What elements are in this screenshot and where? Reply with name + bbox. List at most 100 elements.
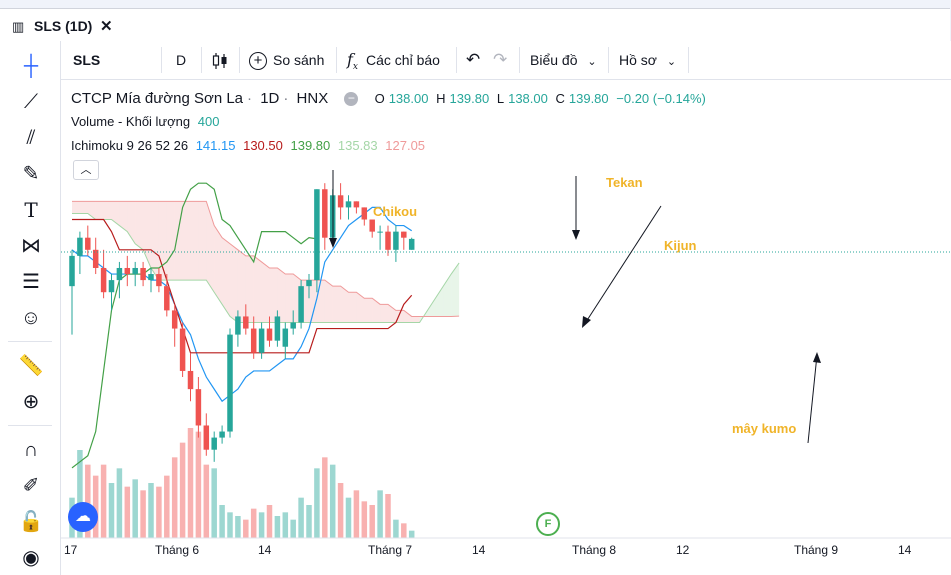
candle-body bbox=[92, 249, 99, 268]
kumo-annotation: mây kumo bbox=[732, 421, 797, 436]
ruler-icon[interactable]: 📏 bbox=[18, 355, 44, 377]
volume-bar bbox=[337, 483, 344, 538]
kumo-segment bbox=[411, 316, 420, 323]
magnet-icon[interactable]: ∩ bbox=[23, 439, 39, 461]
volume-bar bbox=[164, 475, 170, 538]
symbol-name: CTCP Mía đường Sơn La bbox=[71, 90, 244, 107]
span-a-value: 135.83 bbox=[337, 138, 378, 153]
candle-body bbox=[274, 316, 281, 341]
kumo-segment bbox=[332, 286, 341, 323]
kumo-segment bbox=[403, 310, 412, 323]
volume-bar bbox=[258, 512, 265, 538]
zoom-in-icon[interactable]: ⊕ bbox=[22, 391, 40, 413]
open-label: O bbox=[374, 91, 385, 106]
fib-icon[interactable]: ⫽ bbox=[26, 127, 36, 149]
volume-bar bbox=[124, 486, 131, 538]
close-label: C bbox=[555, 91, 565, 106]
chart-tab[interactable]: ▥ SLS (1D) ✕ bbox=[0, 8, 950, 42]
arrowhead bbox=[813, 352, 821, 363]
volume-bar bbox=[179, 442, 186, 538]
volume-bar bbox=[314, 468, 320, 538]
kumo-segment bbox=[135, 201, 144, 250]
kumo-segment bbox=[427, 298, 436, 317]
redo-icon[interactable]: ↷ bbox=[493, 50, 508, 69]
candle-body bbox=[85, 237, 91, 250]
candle-body bbox=[290, 322, 296, 329]
volume-bar bbox=[345, 497, 352, 538]
candle-body bbox=[298, 286, 304, 323]
toolbar-divider bbox=[336, 47, 337, 73]
volume-bar bbox=[156, 486, 162, 538]
candle-body bbox=[345, 201, 352, 208]
symbol-legend: CTCP Mía đường Sơn La · 1D · HNX − O 138.00… bbox=[71, 90, 706, 107]
profile-menu-button[interactable]: Hồ sơ ⌄ bbox=[619, 41, 676, 79]
candle-style-button[interactable] bbox=[211, 41, 229, 79]
text-icon[interactable]: T bbox=[24, 198, 38, 222]
lock-pencil-icon[interactable]: ✐ bbox=[22, 475, 40, 497]
tenkan-line bbox=[71, 206, 413, 403]
volume-bar bbox=[282, 512, 289, 538]
eye-icon[interactable]: ◉ bbox=[22, 547, 40, 569]
kumo-cloud bbox=[72, 200, 460, 323]
interval-button[interactable]: D bbox=[176, 52, 187, 68]
candle-body bbox=[148, 274, 154, 281]
tab-title: SLS (1D) bbox=[34, 18, 93, 34]
drawing-toolbar: ┼ ⟋ ⫽ ✎ T ⋈ ☰ ☺ 📏 ⊕ ∩ ✐ 🔓 ◉ bbox=[0, 41, 61, 575]
plus-circle-icon: + bbox=[249, 52, 267, 71]
lock-icon[interactable]: 🔓 bbox=[18, 511, 44, 533]
arrowhead bbox=[572, 230, 580, 240]
brush-icon[interactable]: ✎ bbox=[22, 163, 40, 185]
symbol-search-button[interactable]: SLS bbox=[73, 52, 101, 68]
toolbar-divider bbox=[608, 47, 609, 73]
compare-button[interactable]: + So sánh bbox=[249, 41, 324, 79]
toolbar-divider bbox=[519, 47, 520, 73]
kumo-segment bbox=[79, 201, 88, 214]
minus-icon[interactable]: − bbox=[344, 92, 359, 107]
kumo-segment bbox=[277, 267, 286, 323]
candle-body bbox=[266, 328, 273, 341]
x-tick-label: 12 bbox=[676, 543, 690, 557]
close-icon[interactable]: ✕ bbox=[100, 18, 113, 35]
kumo-segment bbox=[151, 201, 159, 281]
kumo-segment bbox=[261, 261, 270, 323]
collapse-legend-button[interactable]: ︿ bbox=[73, 160, 99, 180]
arrowhead bbox=[582, 316, 591, 328]
candle-body bbox=[282, 328, 289, 347]
crosshair-icon[interactable]: ┼ bbox=[23, 55, 39, 77]
pattern-icon[interactable]: ⋈ bbox=[21, 235, 41, 257]
compare-label: So sánh bbox=[273, 52, 325, 68]
undo-icon[interactable]: ↶ bbox=[466, 50, 481, 69]
candle-body bbox=[329, 195, 336, 238]
trend-line-icon[interactable]: ⟋ bbox=[24, 91, 38, 113]
prediction-icon[interactable]: ☰ bbox=[22, 271, 40, 293]
candle-body bbox=[361, 207, 368, 220]
kumo-segment bbox=[285, 274, 294, 323]
emoji-icon[interactable]: ☺ bbox=[20, 307, 42, 329]
kumo-segment bbox=[340, 286, 349, 323]
toolbar-divider bbox=[239, 47, 240, 73]
candle-body bbox=[195, 389, 202, 426]
earnings-icon[interactable]: F bbox=[536, 512, 560, 536]
volume-bar bbox=[353, 490, 360, 538]
profile-menu-label: Hồ sơ bbox=[619, 52, 657, 68]
logo-icon[interactable]: ☁ bbox=[68, 502, 98, 532]
candle-body bbox=[116, 267, 123, 281]
candle-body bbox=[140, 267, 146, 281]
kumo-segment bbox=[324, 280, 333, 323]
volume-bars bbox=[69, 428, 415, 538]
indicators-button[interactable]: fx Các chỉ báo bbox=[347, 41, 440, 79]
chart-menu-button[interactable]: Biểu đồ ⌄ bbox=[530, 41, 597, 79]
x-tick-label: Tháng 8 bbox=[572, 543, 617, 557]
kumo-segment bbox=[309, 280, 317, 323]
low-value: 138.00 bbox=[508, 91, 548, 106]
candle-body bbox=[164, 286, 170, 311]
candle-body bbox=[408, 238, 415, 250]
toolbar-divider bbox=[688, 47, 689, 73]
volume-bar bbox=[266, 505, 273, 538]
x-tick-label: Tháng 6 bbox=[155, 543, 200, 557]
candle-body bbox=[211, 437, 217, 450]
candle-body bbox=[187, 370, 194, 390]
kumo-segment bbox=[87, 201, 96, 220]
symbol-interval: 1D bbox=[260, 90, 280, 107]
